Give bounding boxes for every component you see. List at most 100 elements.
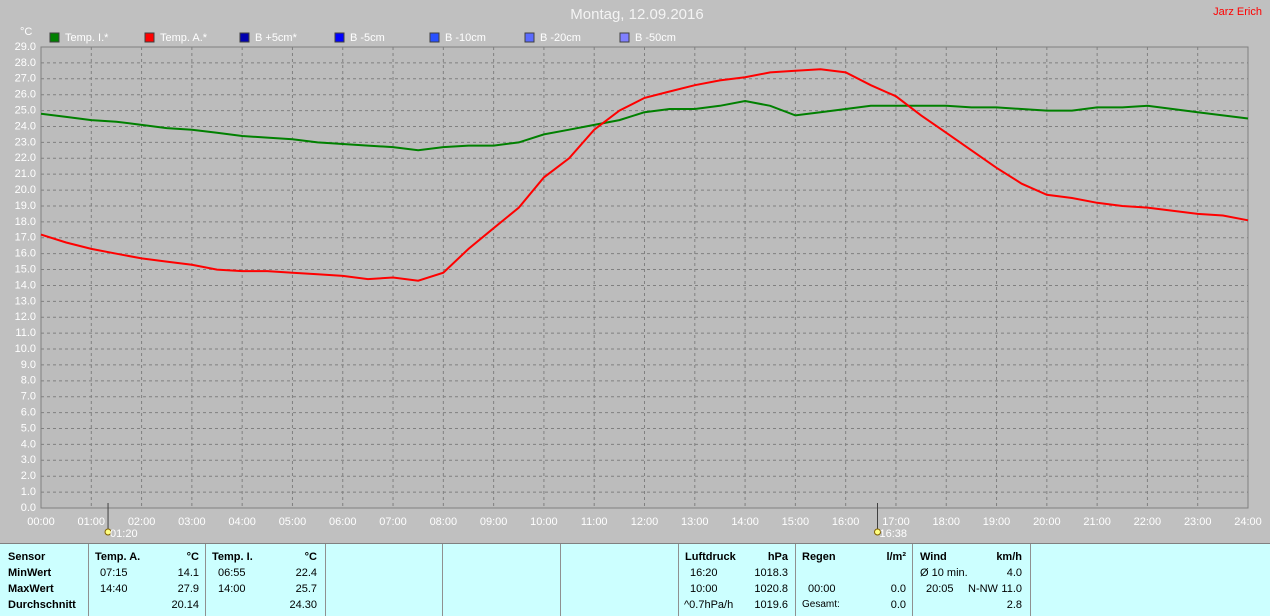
legend-label: Temp. A.* xyxy=(160,32,208,44)
series-line xyxy=(40,99,1249,152)
legend-label: B +5cm* xyxy=(255,32,298,44)
y-tick-label: 29.0 xyxy=(15,41,36,53)
row-label: Durchschnitt xyxy=(8,599,76,611)
row-label: MaxWert xyxy=(8,583,54,595)
y-tick-label: 16.0 xyxy=(15,248,36,260)
y-tick-label: 2.0 xyxy=(21,470,36,482)
value: 27.9 xyxy=(177,583,199,595)
unit: hPa xyxy=(767,551,788,563)
legend-label: B -50cm xyxy=(635,32,676,44)
header: Wind xyxy=(920,551,947,563)
value: 0.0 xyxy=(890,599,906,611)
y-tick-label: 5.0 xyxy=(21,422,36,434)
x-tick-label: 13:00 xyxy=(681,516,709,528)
y-tick-label: 0.0 xyxy=(21,502,36,514)
y-tick-label: 23.0 xyxy=(15,136,36,148)
legend-swatch xyxy=(49,32,60,43)
y-tick-label: 19.0 xyxy=(15,200,36,212)
y-tick-label: 1.0 xyxy=(21,486,36,498)
y-tick-label: 10.0 xyxy=(15,343,36,355)
time: 00:00 xyxy=(808,583,836,595)
x-tick-label: 07:00 xyxy=(379,516,407,528)
legend-swatch xyxy=(239,32,250,43)
value: 14.1 xyxy=(177,567,199,579)
x-tick-label: 24:00 xyxy=(1234,516,1262,528)
y-tick-label: 12.0 xyxy=(15,311,36,323)
y-unit: °C xyxy=(20,26,32,38)
value: 1019.6 xyxy=(754,599,788,611)
separator xyxy=(1030,544,1031,616)
legend-label: B -10cm xyxy=(445,32,486,44)
y-tick-label: 8.0 xyxy=(21,375,36,387)
y-tick-label: 15.0 xyxy=(15,263,36,275)
time: 14:40 xyxy=(100,583,128,595)
unit: km/h xyxy=(996,551,1022,563)
x-tick-label: 23:00 xyxy=(1184,516,1212,528)
header: Temp. I. xyxy=(212,551,253,563)
y-tick-label: 21.0 xyxy=(15,168,36,180)
x-tick-label: 00:00 xyxy=(27,516,55,528)
value: 1018.3 xyxy=(754,567,788,579)
time: 10:00 xyxy=(690,583,718,595)
separator xyxy=(795,544,796,616)
value: 20.14 xyxy=(171,599,199,611)
time: 20:05 xyxy=(926,583,954,595)
time: 14:00 xyxy=(218,583,246,595)
x-tick-label: 16:00 xyxy=(832,516,860,528)
x-tick-label: 09:00 xyxy=(480,516,508,528)
separator xyxy=(912,544,913,616)
legend-swatch xyxy=(429,32,440,43)
x-tick-label: 17:00 xyxy=(882,516,910,528)
y-tick-label: 6.0 xyxy=(21,407,36,419)
x-tick-label: 21:00 xyxy=(1083,516,1111,528)
y-tick-label: 17.0 xyxy=(15,232,36,244)
time: 07:15 xyxy=(100,567,128,579)
y-tick-label: 3.0 xyxy=(21,454,36,466)
y-tick-label: 27.0 xyxy=(15,73,36,85)
value: 24.30 xyxy=(289,599,317,611)
time: 06:55 xyxy=(218,567,246,579)
x-tick-label: 18:00 xyxy=(932,516,960,528)
legend-swatch xyxy=(144,32,155,43)
x-tick-label: 20:00 xyxy=(1033,516,1061,528)
y-tick-label: 11.0 xyxy=(15,327,36,339)
total-label: Gesamt: xyxy=(802,599,840,610)
time: 16:20 xyxy=(690,567,718,579)
sun-icon xyxy=(874,528,882,536)
marker-label: 16:38 xyxy=(880,528,908,540)
x-tick-label: 19:00 xyxy=(983,516,1011,528)
x-tick-label: 22:00 xyxy=(1134,516,1162,528)
separator xyxy=(442,544,443,616)
separator xyxy=(88,544,89,616)
value: 0.0 xyxy=(890,583,906,595)
unit: °C xyxy=(186,551,199,563)
x-tick-label: 10:00 xyxy=(530,516,558,528)
y-tick-label: 24.0 xyxy=(15,120,36,132)
value: 4.0 xyxy=(1006,567,1022,579)
x-tick-label: 01:00 xyxy=(78,516,106,528)
y-tick-label: 14.0 xyxy=(15,279,36,291)
y-tick-label: 18.0 xyxy=(15,216,36,228)
y-tick-label: 9.0 xyxy=(21,359,36,371)
x-tick-label: 02:00 xyxy=(128,516,156,528)
x-tick-label: 08:00 xyxy=(430,516,458,528)
separator xyxy=(678,544,679,616)
header: Luftdruck xyxy=(685,551,736,563)
separator xyxy=(325,544,326,616)
y-tick-label: 7.0 xyxy=(21,391,36,403)
marker-label: 01:20 xyxy=(110,528,138,540)
y-tick-label: 20.0 xyxy=(15,184,36,196)
stats-table: Sensor MinWert MaxWert Durchschnitt Temp… xyxy=(0,543,1270,616)
legend-swatch xyxy=(619,32,630,43)
x-tick-label: 12:00 xyxy=(631,516,659,528)
legend-swatch xyxy=(334,32,345,43)
trend: ^0.7hPa/h xyxy=(684,599,734,611)
sun-icon xyxy=(104,528,112,536)
separator xyxy=(205,544,206,616)
value: 22.4 xyxy=(295,567,317,579)
y-tick-label: 26.0 xyxy=(15,89,36,101)
x-tick-label: 06:00 xyxy=(329,516,357,528)
row-label: Sensor xyxy=(8,551,46,563)
author: Jarz Erich xyxy=(1213,6,1262,18)
